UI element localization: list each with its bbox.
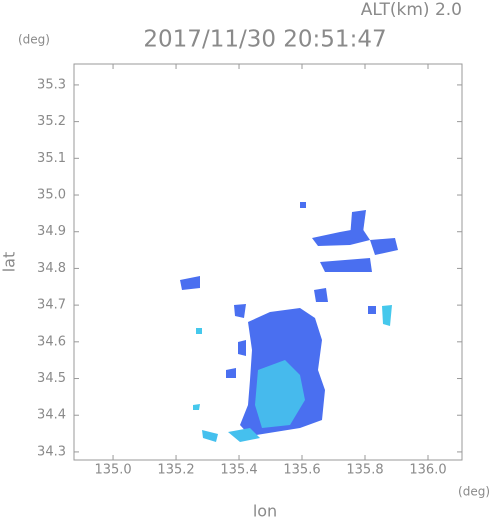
x-tick-label: 135.8	[346, 463, 383, 478]
x-tick-label: 135.0	[94, 463, 131, 478]
altitude-label: ALT(km) 2.0	[361, 0, 462, 20]
y-axis-label: lat	[0, 252, 19, 273]
y-tick-label: 34.6	[37, 334, 66, 349]
y-unit: (deg)	[18, 33, 50, 47]
y-tick-label: 35.1	[37, 151, 66, 166]
plot-frame	[73, 63, 463, 461]
y-tick-label: 35.2	[37, 114, 66, 129]
y-tick-label: 34.8	[37, 261, 66, 276]
y-tick-label: 34.5	[37, 371, 66, 386]
y-tick-label: 35.3	[37, 77, 66, 92]
x-tick-label: 135.6	[283, 463, 320, 478]
y-tick-label: 34.3	[37, 444, 66, 459]
y-tick-label: 34.7	[37, 298, 66, 313]
x-tick-label: 136.0	[409, 463, 446, 478]
x-tick-label: 135.4	[220, 463, 257, 478]
y-tick-label: 35.0	[37, 188, 66, 203]
y-tick-label: 34.4	[37, 408, 66, 423]
chart-title: 2017/11/30 20:51:47	[143, 27, 386, 53]
x-unit: (deg)	[458, 485, 490, 499]
y-tick-label: 34.9	[37, 224, 66, 239]
x-axis-label: lon	[253, 502, 277, 521]
x-tick-label: 135.2	[157, 463, 194, 478]
radar-echoes	[180, 202, 398, 442]
